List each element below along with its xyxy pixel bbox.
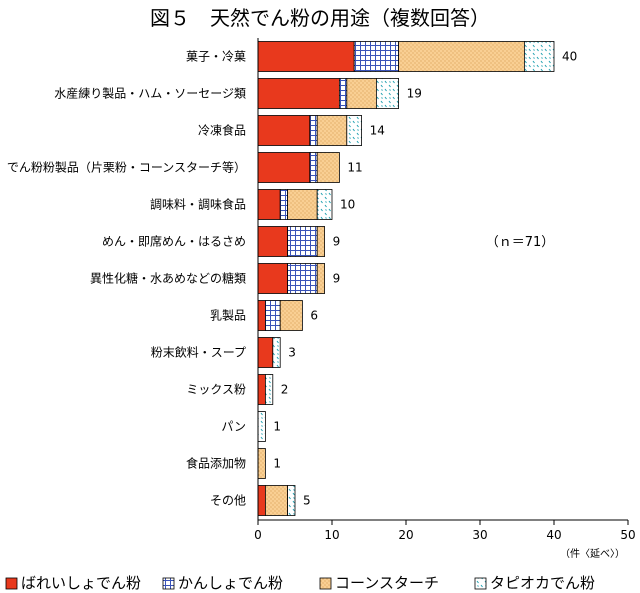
x-tick-label-5: 50 <box>620 528 635 542</box>
total-value-label-2: 14 <box>370 124 385 138</box>
category-label-2: 冷凍食品 <box>198 123 246 138</box>
category-label-10: パン <box>221 420 246 434</box>
legend-label-3: タピオカでん粉 <box>490 574 595 592</box>
bar-segment-8-series-0 <box>257 337 274 368</box>
bar-segment-2-series-2 <box>316 115 348 146</box>
x-tick-label-2: 20 <box>398 528 413 542</box>
bar-segment-4-series-1 <box>279 189 289 220</box>
bar-segment-4-series-0 <box>257 189 281 220</box>
legend-swatch-0 <box>5 577 18 590</box>
bar-segment-0-series-3 <box>524 41 555 72</box>
total-value-label-5: 9 <box>333 235 341 249</box>
category-label-3: でん粉粉製品（片栗粉・コーンスターチ等） <box>7 161 246 175</box>
bar-segment-5-series-1 <box>287 226 318 257</box>
unit-note: （件〈延べ〉） <box>560 548 625 560</box>
bar-segment-5-series-2 <box>316 226 326 257</box>
total-value-label-1: 19 <box>407 87 422 101</box>
bar-segment-0-series-1 <box>353 41 400 72</box>
x-axis-ticks: 0 10 20 30 40 50 <box>254 520 636 542</box>
total-value-label-8: 3 <box>288 346 296 360</box>
bar-segment-3-series-1 <box>309 152 318 183</box>
bar-segment-4-series-2 <box>287 189 318 220</box>
bar-segment-11-series-2 <box>257 448 266 479</box>
bar-segment-9-series-0 <box>257 374 266 405</box>
bar-segment-6-series-2 <box>316 263 326 294</box>
bar-segment-8-series-3 <box>272 337 281 368</box>
legend-label-2: コーンスターチ <box>335 574 439 592</box>
legend-swatch-3 <box>474 577 487 590</box>
bar-segment-1-series-3 <box>375 78 399 109</box>
category-label-1: 水産練り製品・ハム・ソーセージ類 <box>54 86 246 101</box>
bar-segment-6-series-0 <box>257 263 289 294</box>
chart-title: 図５ 天然でん粉の用途（複数回答） <box>150 6 490 30</box>
total-value-label-9: 2 <box>281 383 289 397</box>
sample-size-note: （ｎ＝71） <box>486 235 555 250</box>
total-value-label-11: 1 <box>273 457 281 471</box>
total-value-label-4: 10 <box>340 198 355 212</box>
x-tick-label-0: 0 <box>254 528 262 542</box>
category-labels: 菓子・冷菓水産練り製品・ハム・ソーセージ類冷凍食品でん粉粉製品（片栗粉・コーンス… <box>7 50 246 508</box>
bar-segment-0-series-0 <box>257 41 355 72</box>
category-label-0: 菓子・冷菓 <box>186 50 246 64</box>
bar-segment-2-series-0 <box>257 115 311 146</box>
category-label-8: 粉末飲料・スープ <box>151 345 246 360</box>
category-label-12: その他 <box>210 494 246 508</box>
category-label-4: 調味料・調味食品 <box>150 197 246 212</box>
bar-segment-12-series-3 <box>287 485 296 516</box>
total-value-label-0: 40 <box>562 50 577 64</box>
total-value-label-6: 9 <box>333 272 341 286</box>
category-label-9: ミックス粉 <box>186 383 246 397</box>
bar-segment-1-series-2 <box>346 78 377 109</box>
bar-segment-2-series-3 <box>346 115 362 146</box>
bar-segment-1-series-1 <box>338 78 348 109</box>
bar-segment-12-series-2 <box>264 485 288 516</box>
bar-segment-5-series-0 <box>257 226 289 257</box>
x-tick-label-4: 40 <box>546 528 561 542</box>
legend: ばれいしょでん粉 かんしょでん粉 コーンスターチ タピオカでん粉 <box>5 574 595 592</box>
legend-label-0: ばれいしょでん粉 <box>21 574 141 592</box>
legend-swatch-2 <box>319 577 332 590</box>
bar-segment-7-series-0 <box>257 300 266 331</box>
bar-segment-6-series-1 <box>287 263 318 294</box>
bar-segment-0-series-2 <box>398 41 525 72</box>
legend-item-1: かんしょでん粉 <box>162 574 283 592</box>
total-value-label-7: 6 <box>310 309 318 323</box>
total-value-label-10: 1 <box>273 420 281 434</box>
category-label-5: めん・即席めん・はるさめ <box>102 234 246 249</box>
bar-segment-10-series-3 <box>257 411 266 442</box>
legend-item-2: コーンスターチ <box>319 574 439 592</box>
bar-segment-4-series-3 <box>316 189 333 220</box>
bar-segment-9-series-3 <box>264 374 274 405</box>
x-tick-label-1: 10 <box>324 528 339 542</box>
bars-layer <box>257 41 555 516</box>
bar-segment-3-series-2 <box>316 152 340 183</box>
bar-segment-12-series-0 <box>257 485 266 516</box>
bar-segment-7-series-2 <box>279 300 303 331</box>
legend-label-1: かんしょでん粉 <box>178 574 283 592</box>
bar-segment-3-series-0 <box>257 152 311 183</box>
category-label-6: 異性化糖・水あめなどの糖類 <box>90 271 246 286</box>
legend-swatch-1 <box>162 577 175 590</box>
total-value-label-3: 11 <box>347 161 362 175</box>
bar-segment-1-series-0 <box>257 78 340 109</box>
category-label-7: 乳製品 <box>210 309 246 323</box>
legend-item-3: タピオカでん粉 <box>474 574 595 592</box>
legend-item-0: ばれいしょでん粉 <box>5 574 141 592</box>
total-value-label-12: 5 <box>303 494 311 508</box>
x-tick-label-3: 30 <box>472 528 487 542</box>
bar-segment-7-series-1 <box>264 300 281 331</box>
category-label-11: 食品添加物 <box>186 456 246 471</box>
bar-segment-2-series-1 <box>309 115 318 146</box>
